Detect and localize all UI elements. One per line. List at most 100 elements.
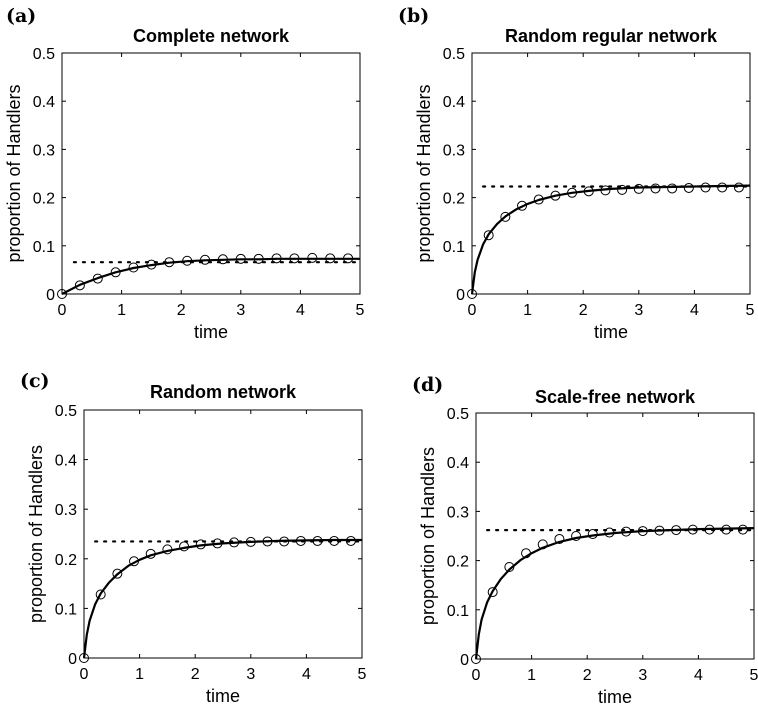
y-tick-label: 0 bbox=[456, 287, 465, 304]
y-tick-label: 0.3 bbox=[443, 142, 465, 159]
y-tick-label: 0.4 bbox=[55, 453, 77, 470]
x-tick-label: 1 bbox=[135, 666, 144, 683]
y-tick-label: 0.5 bbox=[55, 403, 77, 420]
data-point bbox=[112, 568, 123, 579]
data-point bbox=[704, 524, 715, 535]
data-point bbox=[289, 253, 300, 264]
x-tick-label: 5 bbox=[746, 302, 755, 319]
data-point bbox=[212, 538, 223, 549]
x-tick-label: 4 bbox=[302, 666, 311, 683]
y-tick-label: 0.2 bbox=[33, 191, 55, 208]
x-tick-label: 5 bbox=[356, 302, 365, 319]
data-point bbox=[521, 548, 532, 559]
data-point bbox=[79, 653, 89, 663]
data-point bbox=[235, 253, 246, 264]
data-point bbox=[345, 535, 356, 546]
data-point bbox=[471, 654, 481, 664]
data-point bbox=[295, 535, 306, 546]
data-point bbox=[74, 280, 85, 291]
x-axis-label: time bbox=[206, 686, 240, 706]
data-point bbox=[533, 194, 544, 205]
model-curve bbox=[82, 538, 362, 659]
plot-frame bbox=[61, 52, 361, 295]
data-point bbox=[217, 254, 228, 265]
data-point bbox=[583, 186, 594, 197]
data-point bbox=[307, 252, 318, 263]
data-point bbox=[128, 262, 139, 273]
data-point bbox=[145, 548, 156, 559]
y-tick-label: 0.1 bbox=[447, 603, 469, 620]
data-point bbox=[567, 187, 578, 198]
data-point bbox=[312, 535, 323, 546]
data-point bbox=[195, 539, 206, 550]
chart-title: Scale-free network bbox=[535, 387, 696, 407]
data-point bbox=[683, 182, 694, 193]
data-point bbox=[721, 524, 732, 535]
data-point bbox=[110, 267, 121, 278]
data-point bbox=[687, 524, 698, 535]
y-tick-label: 0.4 bbox=[447, 455, 469, 472]
data-point bbox=[537, 539, 548, 550]
x-tick-label: 5 bbox=[750, 667, 758, 684]
x-tick-label: 1 bbox=[527, 667, 536, 684]
data-point bbox=[95, 589, 106, 600]
data-point bbox=[245, 536, 256, 547]
data-point bbox=[253, 253, 264, 264]
data-point bbox=[467, 289, 477, 299]
data-point bbox=[633, 183, 644, 194]
y-tick-label: 0 bbox=[460, 652, 469, 669]
x-tick-label: 4 bbox=[694, 667, 703, 684]
data-point bbox=[587, 529, 598, 540]
chart-title: Random network bbox=[150, 382, 297, 402]
data-point bbox=[325, 253, 336, 264]
plot-frame bbox=[475, 412, 755, 660]
data-point bbox=[57, 289, 67, 299]
data-point bbox=[92, 273, 103, 284]
data-point bbox=[517, 200, 528, 211]
y-tick-label: 0.4 bbox=[33, 94, 55, 111]
x-tick-label: 2 bbox=[177, 302, 186, 319]
x-tick-label: 3 bbox=[236, 302, 245, 319]
data-point bbox=[262, 536, 273, 547]
data-point bbox=[271, 253, 282, 264]
model-curve bbox=[474, 527, 755, 660]
chart-panel: (a) Complete network 0 1 2 3 4 5 0 0.1 0.2 0.3 0.4 0.… bbox=[4, 5, 365, 342]
x-tick-label: 1 bbox=[523, 302, 532, 319]
x-axis-label: time bbox=[594, 322, 628, 342]
plot-frame bbox=[83, 409, 363, 659]
x-tick-label: 2 bbox=[579, 302, 588, 319]
panel-letter: (d) bbox=[412, 374, 443, 396]
data-point bbox=[617, 184, 628, 195]
chart-title: Random regular network bbox=[505, 26, 718, 46]
y-tick-label: 0.5 bbox=[33, 46, 55, 63]
data-point bbox=[500, 211, 511, 222]
y-tick-label: 0.2 bbox=[55, 552, 77, 569]
y-tick-label: 0.1 bbox=[55, 601, 77, 618]
data-point bbox=[483, 230, 494, 241]
data-point bbox=[717, 182, 728, 193]
data-point bbox=[162, 544, 173, 555]
y-tick-label: 0 bbox=[46, 287, 55, 304]
data-point bbox=[550, 190, 561, 201]
x-tick-label: 3 bbox=[638, 667, 647, 684]
data-point bbox=[179, 541, 190, 552]
x-tick-label: 2 bbox=[583, 667, 592, 684]
panel-letter: (a) bbox=[6, 5, 36, 27]
panel-letter: (b) bbox=[398, 5, 429, 27]
y-tick-label: 0.3 bbox=[447, 504, 469, 521]
y-tick-label: 0.4 bbox=[443, 94, 465, 111]
y-axis-label: proportion of Handlers bbox=[26, 445, 46, 623]
data-point bbox=[737, 524, 748, 535]
y-tick-label: 0.3 bbox=[55, 502, 77, 519]
data-point bbox=[604, 527, 615, 538]
data-point bbox=[504, 561, 515, 572]
data-point bbox=[671, 525, 682, 536]
data-point bbox=[329, 535, 340, 546]
x-tick-label: 4 bbox=[690, 302, 699, 319]
data-point bbox=[571, 531, 582, 541]
data-point bbox=[229, 537, 240, 548]
data-point bbox=[667, 183, 678, 194]
model-curve bbox=[470, 184, 751, 295]
y-axis-label: proportion of Handlers bbox=[414, 84, 434, 262]
model-curve bbox=[61, 257, 360, 295]
